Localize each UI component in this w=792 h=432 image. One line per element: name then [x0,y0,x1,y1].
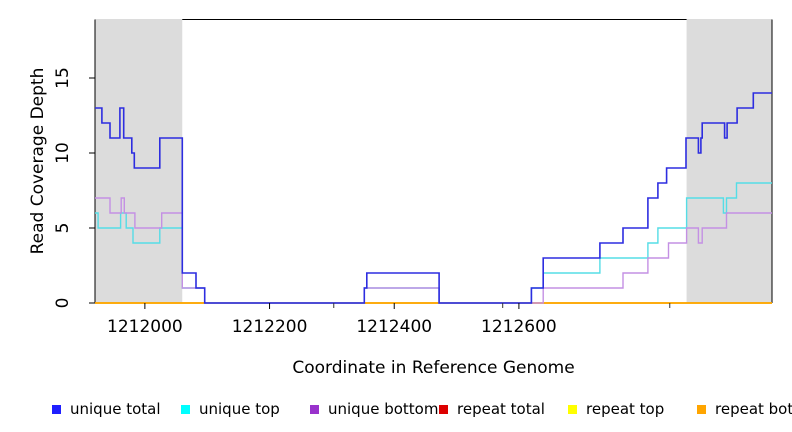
legend-item-repeat-total: repeat total [439,399,568,419]
x-axis-title: Coordinate in Reference Genome [292,358,575,378]
legend-item-repeat-bottom: repeat bottom [697,399,792,419]
legend-label-unique-total: unique total [70,400,161,418]
y-tick-label: 10 [53,142,73,164]
y-tick-label: 5 [53,223,73,234]
legend-item-unique-top: unique top [181,399,310,419]
x-tick-label: 1212400 [356,317,432,337]
x-tick-label: 1212200 [232,317,308,337]
y-axis-title: Read Coverage Depth [28,67,48,255]
legend-swatch-repeat-total [439,404,448,414]
legend-swatch-repeat-top [568,404,577,414]
shaded-region-1 [95,19,183,303]
legend-item-unique-total: unique total [52,399,181,419]
legend-label-unique-top: unique top [199,400,280,418]
legend-label-repeat-top: repeat top [586,400,665,418]
legend-swatch-unique-top [181,404,190,414]
legend-swatch-repeat-bottom [697,404,706,414]
y-tick-label: 0 [53,298,73,309]
legend-swatch-unique-bottom [310,404,319,414]
y-tick-label: 15 [53,67,73,89]
legend: unique total unique top unique bottom repea… [52,399,792,419]
legend-label-unique-bottom: unique bottom [328,400,439,418]
x-tick-label: 1212000 [107,317,183,337]
legend-item-repeat-top: repeat top [568,399,697,419]
series-line-unique-total [95,92,772,304]
legend-label-repeat-bottom: repeat bottom [715,400,792,418]
shaded-region-2 [686,19,772,303]
legend-label-repeat-total: repeat total [457,400,545,418]
legend-item-unique-bottom: unique bottom [310,399,439,419]
x-tick-label: 1212600 [481,317,557,337]
legend-swatch-unique-total [52,404,61,414]
